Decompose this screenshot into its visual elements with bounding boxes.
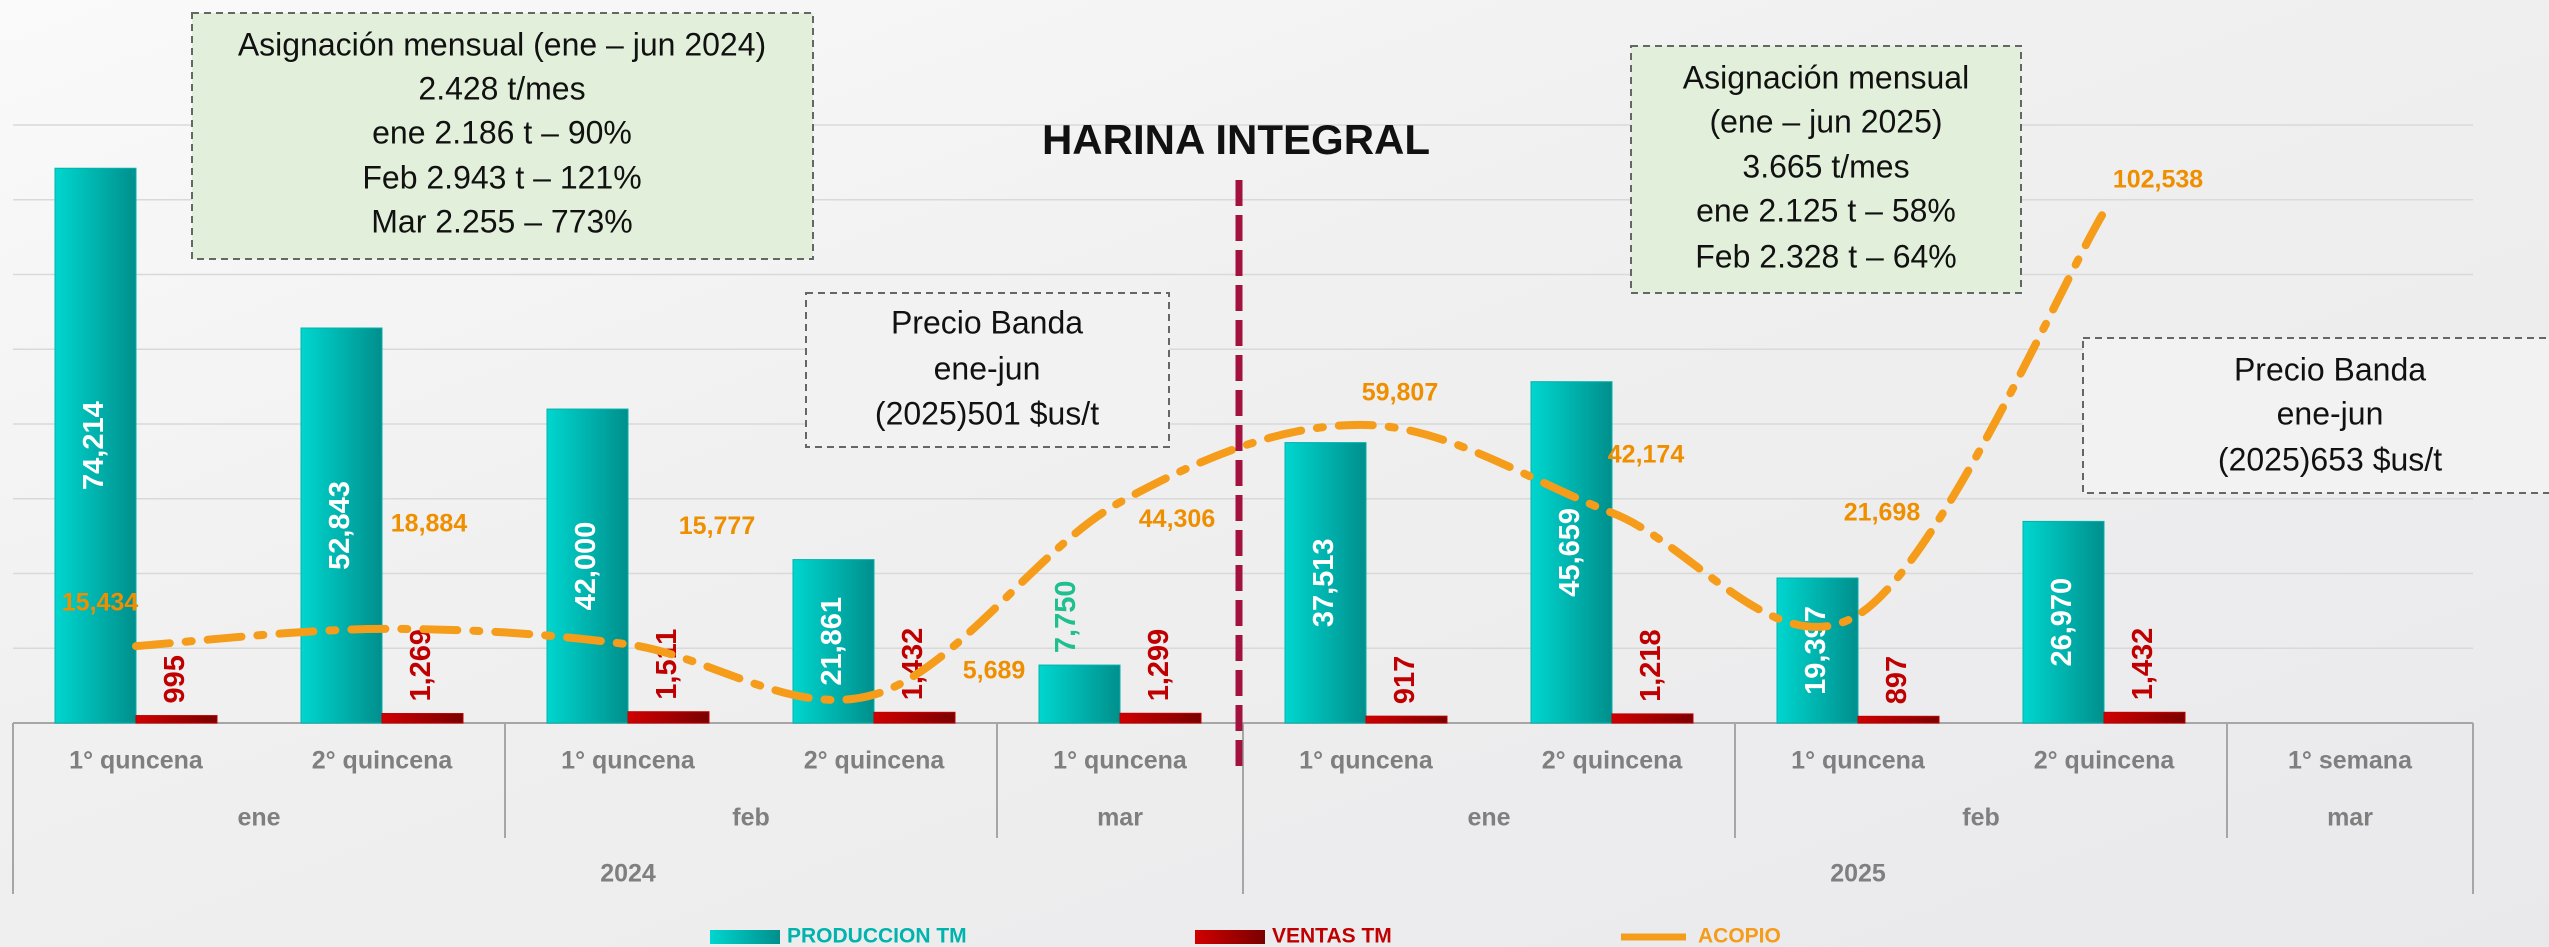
value-label: 59,807 [1362,379,1438,407]
value-label: 1,269 [405,629,437,702]
value-label: 5,689 [963,656,1026,684]
month-label: ene [237,804,280,832]
annotation-text: Feb 2.328 t – 64% [1695,238,1957,274]
annotation-text: Precio Banda [2234,351,2426,387]
category-axis: 1° qunce­na 2° quincena 1° quncena 2° quinc… [13,723,2473,894]
year-label: 2024 [600,860,656,888]
x-tick-label: 2° quincena [312,747,454,775]
legend-label: ACOPIO [1698,925,1781,947]
chart-title: HARINA INTEGRAL [1042,116,1430,163]
value-label: 995 [159,655,191,703]
bar [1039,665,1120,723]
annotation-text: (2025)501 $us/t [875,395,1099,431]
x-tick-label: 1° qunce­na [69,747,204,775]
x-tick-label: 2° quincena [1542,747,1684,775]
annotation-text: (ene – jun 2025) [1709,103,1942,139]
value-label: 42,174 [1608,440,1685,468]
month-label: mar [1097,804,1143,832]
bar [1366,716,1447,723]
annotation-text: ene-jun [2277,395,2384,431]
bar [382,714,463,723]
value-label: 1,299 [1143,629,1175,702]
annotation-text: ene 2.125 t – 58% [1696,192,1956,228]
month-label: mar [2327,804,2373,832]
annotation-text: 2.428 t/mes [418,70,585,106]
annotation-text: Mar 2.255 – 773% [371,203,633,239]
legend: PRODUCCION TM VENTAS TM ACOPIO [710,925,1781,947]
value-label: 42,000 [570,522,602,611]
value-label: 7,750 [1050,580,1082,653]
value-label: 21,861 [816,597,848,686]
bar [136,716,217,723]
value-label: 19,397 [1800,606,1832,695]
x-tick-label: 1° quncena [1299,747,1434,775]
month-label: ene [1467,804,1510,832]
value-label: 44,306 [1139,505,1215,533]
annotation-text: (2025)653 $us/t [2218,441,2442,477]
bar [1120,713,1201,723]
month-label: feb [1962,804,2000,832]
annotation-text: Asignación mensual (ene – jun 2024) [238,26,766,62]
legend-swatch [1195,930,1265,944]
annotation-text: Feb 2.943 t – 121% [362,159,641,195]
value-label: 37,513 [1308,538,1340,627]
value-label: 897 [1881,656,1913,704]
x-tick-label: 1° quncena [561,747,696,775]
value-label: 1,432 [897,628,929,701]
x-tick-label: 2° quincena [804,747,946,775]
x-tick-label: 1° quncena [1053,747,1188,775]
value-label: 1,432 [2127,628,2159,701]
legend-swatch [710,930,780,944]
value-label: 21,698 [1844,498,1921,526]
annotations: Asignación mensual (ene – jun 2024) 2.428… [192,13,2549,493]
value-label: 45,659 [1554,508,1586,597]
x-tick-label: 2° quincena [2034,747,2176,775]
value-label: 18,884 [391,510,468,538]
value-label: 15,434 [62,589,139,617]
value-label: 917 [1389,656,1421,704]
bar [628,712,709,723]
year-label: 2025 [1830,860,1886,888]
value-label: 52,843 [324,481,356,570]
bar [2104,712,2185,723]
annotation-text: Precio Banda [891,304,1083,340]
x-tick-label: 1° quncena [1791,747,1926,775]
value-label: 15,777 [679,512,755,540]
value-label: 1,511 [651,629,683,700]
legend-label: VENTAS TM [1272,925,1392,947]
value-label: 1,218 [1635,629,1667,702]
annotation-text: ene-jun [934,350,1041,386]
bar [1858,716,1939,723]
annotation-text: Asignación mensual [1683,59,1969,95]
x-tick-label: 1° semana [2288,747,2413,775]
value-label: 26,970 [2046,578,2078,667]
chart: 1° qunce­na 2° quincena 1° quncena 2° quinc… [0,0,2549,947]
bar [874,712,955,723]
month-label: feb [732,804,770,832]
legend-label: PRODUCCION TM [787,925,967,947]
bar [1612,714,1693,723]
annotation-text: 3.665 t/mes [1742,148,1909,184]
value-label: 102,538 [2113,166,2203,194]
value-label: 74,214 [78,401,110,490]
annotation-text: ene 2.186 t – 90% [372,114,632,150]
